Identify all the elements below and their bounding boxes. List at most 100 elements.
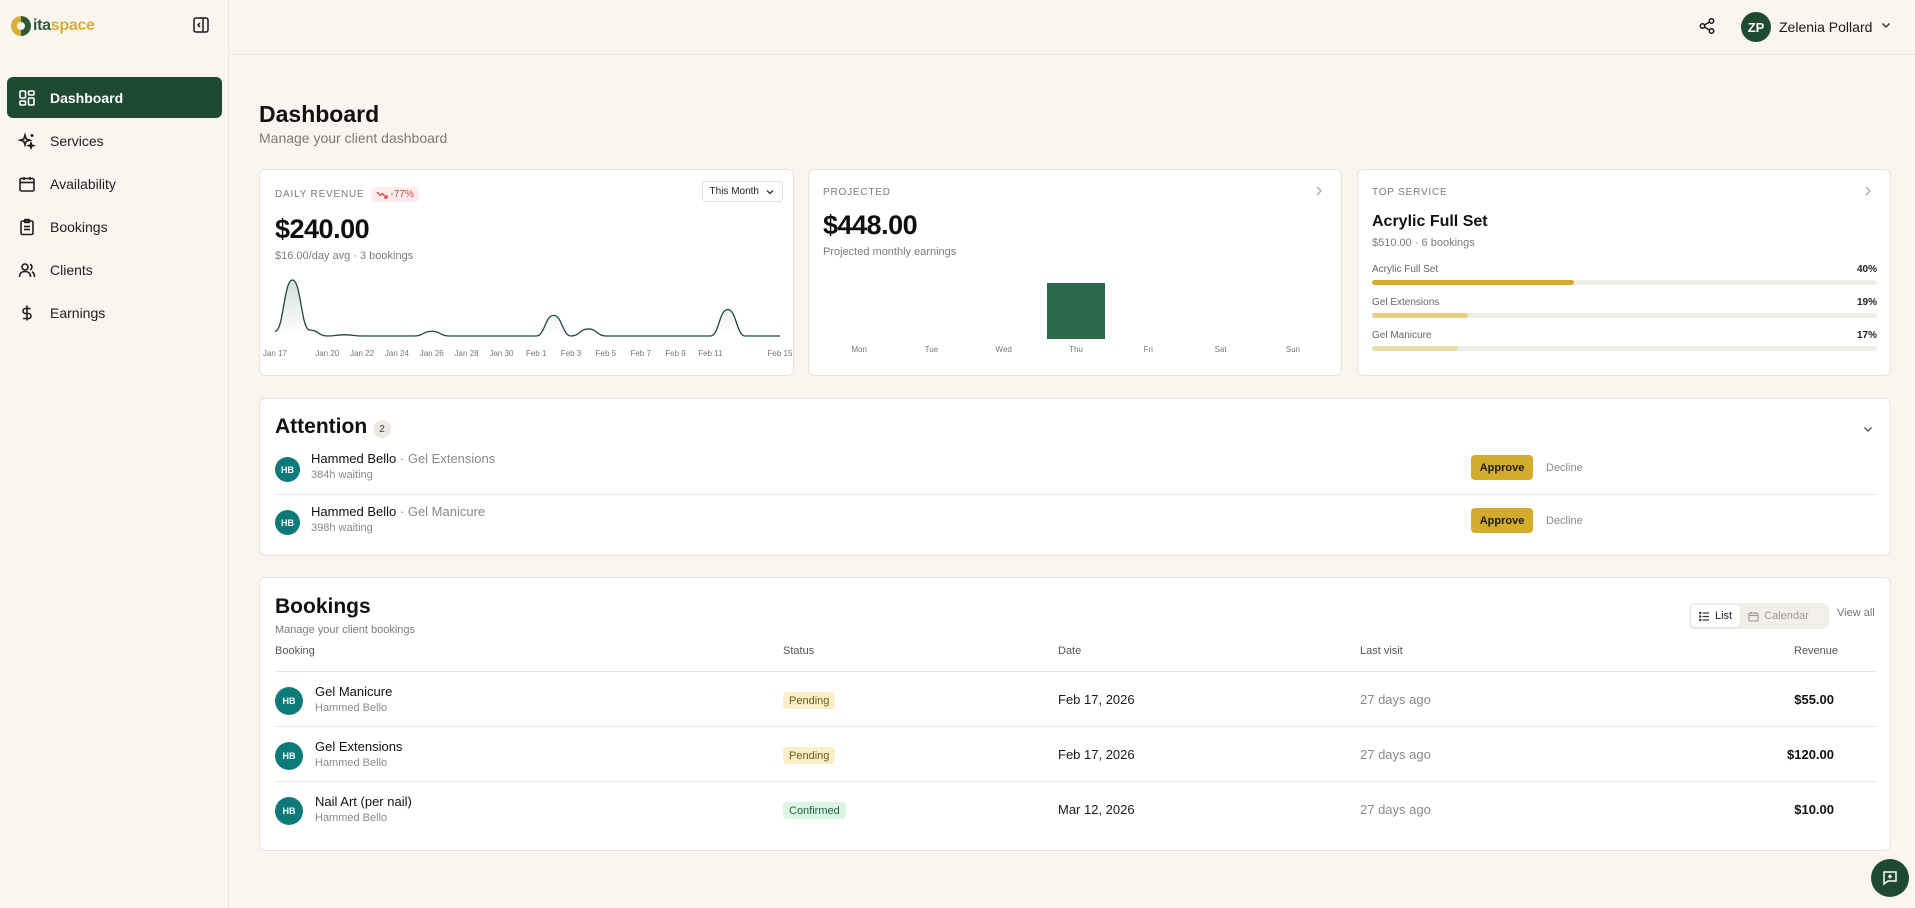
chevron-right-icon[interactable] [1862, 185, 1874, 197]
share-icon[interactable] [1697, 16, 1717, 36]
x-tick-label: Jan 24 [385, 349, 410, 358]
list-icon [1699, 611, 1709, 621]
view-all-link[interactable]: View all [1837, 607, 1875, 619]
calendar-icon [18, 175, 36, 193]
share-track [1372, 346, 1877, 351]
column-header-booking: Booking [275, 645, 315, 657]
chat-button[interactable] [1871, 859, 1909, 897]
change-badge: -77% [370, 187, 419, 202]
chevron-right-icon[interactable] [1313, 185, 1325, 197]
booking-date: Feb 17, 2026 [1058, 747, 1135, 762]
x-tick-label: Fri [1144, 345, 1154, 354]
bookings-card: Bookings Manage your client bookings Lis… [259, 577, 1891, 851]
service-share-label: Gel Extensions [1372, 297, 1440, 308]
sidebar-item-label: Services [50, 132, 104, 149]
approve-button[interactable]: Approve [1471, 455, 1533, 480]
avatar: HB [275, 457, 300, 482]
wait-time: 384h waiting [311, 469, 373, 481]
chevron-down-icon [766, 189, 774, 194]
service-share-pct: 17% [1856, 330, 1877, 341]
table-row[interactable]: HB Nail Art (per nail) Hammed Bello Conf… [275, 781, 1877, 836]
sidebar-item-bookings[interactable]: Bookings [7, 206, 222, 247]
avatar: HB [275, 797, 303, 825]
range-select[interactable]: This Month [701, 181, 783, 202]
avatar: HB [275, 742, 303, 770]
divider [275, 494, 1877, 495]
booking-service: Gel Extensions [315, 739, 403, 754]
chat-icon [1883, 871, 1897, 886]
service-share-pct: 40% [1856, 264, 1877, 275]
bookings-subtitle: Manage your client bookings [275, 624, 416, 636]
top-service-name: Acrylic Full Set [1372, 213, 1488, 230]
projected-card: Projected $448.00 Projected monthly earn… [808, 169, 1342, 376]
decline-button[interactable]: Decline [1546, 514, 1583, 527]
projected-amount: $448.00 [823, 210, 918, 240]
x-tick-label: Sun [1286, 345, 1300, 354]
view-calendar-button[interactable]: Calendar [1740, 605, 1817, 627]
table-row[interactable]: HB Gel Manicure Hammed Bello Pending Feb… [275, 671, 1877, 726]
revenue-amount: $240.00 [275, 214, 370, 244]
user-menu[interactable]: ZP Zelenia Pollard [1741, 12, 1892, 42]
service-share-label: Gel Manicure [1372, 330, 1432, 341]
booking-revenue: $120.00 [1787, 747, 1834, 762]
service-share-row: Gel Manicure 17% [1372, 330, 1877, 351]
decline-button[interactable]: Decline [1546, 461, 1583, 474]
x-tick-label: Thu [1069, 345, 1083, 354]
table-row[interactable]: HB Gel Extensions Hammed Bello Pending F… [275, 726, 1877, 781]
x-tick-label: Sat [1215, 345, 1228, 354]
projected-meta: Projected monthly earnings [823, 246, 957, 258]
card-label: Top Service [1372, 187, 1448, 198]
status-badge: Confirmed [783, 802, 846, 819]
column-header-status: Status [783, 645, 815, 657]
x-tick-label: Jan 22 [350, 349, 375, 358]
status-badge: Pending [783, 747, 836, 764]
x-tick-label: Feb 15 [768, 349, 793, 358]
sidebar-item-availability[interactable]: Availability [7, 163, 222, 204]
x-tick-label: Jan 17 [263, 349, 288, 358]
attention-item: HB Hammed Bello · Gel Extensions 384h wa… [275, 447, 1877, 499]
bookings-title: Bookings [275, 595, 371, 618]
calendar-icon [1748, 611, 1759, 622]
attention-count-badge: 2 [373, 420, 391, 438]
sidebar-item-services[interactable]: Services [7, 120, 222, 161]
range-value: This Month [709, 186, 759, 197]
sidebar: itaspace Dashboard Services Availability… [0, 0, 229, 908]
approve-button[interactable]: Approve [1471, 508, 1533, 533]
daily-revenue-card: Daily Revenue -77% This Month $240.00 $1… [259, 169, 794, 376]
wait-time: 398h waiting [311, 522, 373, 534]
column-header-last-visit: Last visit [1360, 645, 1403, 657]
attention-item-name: Hammed Bello · Gel Extensions [311, 451, 495, 466]
share-track [1372, 280, 1877, 285]
share-fill [1372, 313, 1468, 318]
topbar [229, 0, 1915, 55]
service-share-row: Acrylic Full Set 40% [1372, 264, 1877, 285]
avatar: HB [275, 510, 300, 535]
avatar: ZP [1741, 12, 1771, 42]
revenue-line [274, 279, 780, 337]
status-badge: Pending [783, 692, 836, 709]
chevron-down-icon[interactable] [1862, 423, 1874, 435]
attention-title: Attention [275, 415, 368, 438]
dollar-icon [18, 304, 36, 322]
logo[interactable]: itaspace [11, 14, 95, 38]
view-list-button[interactable]: List [1691, 605, 1741, 627]
sidebar-collapse-icon[interactable] [192, 16, 210, 34]
share-track [1372, 313, 1877, 318]
attention-item: HB Hammed Bello · Gel Manicure 398h wait… [275, 500, 1877, 552]
x-tick-label: Wed [996, 345, 1012, 354]
service-share-pct: 19% [1856, 297, 1877, 308]
card-label: Daily Revenue [275, 189, 365, 200]
avatar: HB [275, 687, 303, 715]
attention-item-name: Hammed Bello · Gel Manicure [311, 504, 485, 519]
x-tick-label: Feb 11 [698, 349, 723, 358]
revenue-line-chart: Jan 17 Jan 20 Jan 22 Jan 24 Jan 26 Jan 28 Jan … [263, 279, 793, 358]
x-tick-label: Mon [851, 345, 867, 354]
sidebar-item-earnings[interactable]: Earnings [7, 292, 222, 333]
attention-card: Attention 2 HB Hammed Bello · Gel Extens… [259, 398, 1891, 556]
top-service-meta: $510.00 · 6 bookings [1372, 237, 1475, 249]
sidebar-item-clients[interactable]: Clients [7, 249, 222, 290]
sidebar-item-dashboard[interactable]: Dashboard [7, 77, 222, 118]
last-visit: 27 days ago [1360, 802, 1431, 817]
sparkles-icon [18, 131, 36, 150]
sidebar-item-label: Dashboard [50, 89, 124, 106]
